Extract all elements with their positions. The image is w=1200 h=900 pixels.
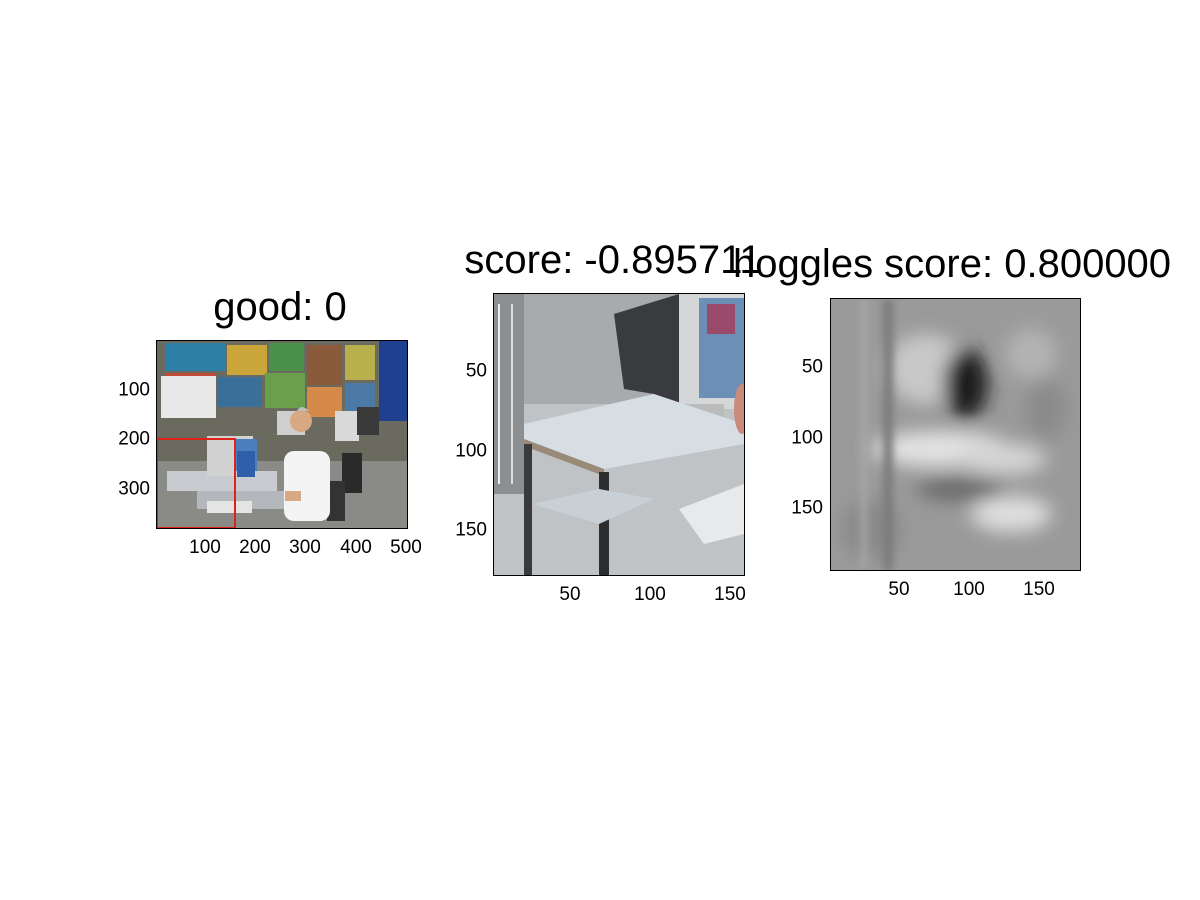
- left-y-tick: 200: [118, 428, 150, 450]
- crop-image: [494, 294, 744, 575]
- right-x-tick: 100: [953, 579, 985, 600]
- left-y-tick: 300: [118, 478, 150, 500]
- middle-x-tick: 50: [559, 584, 581, 605]
- left-x-tick: 200: [239, 537, 271, 558]
- right-x-tick: 50: [888, 579, 910, 600]
- right-panel-title: hoggles score: 0.800000: [732, 242, 1172, 286]
- middle-x-tick: 150: [714, 584, 746, 605]
- bbox-rect: [157, 438, 236, 528]
- middle-panel-title: score: -0.895711: [464, 238, 762, 282]
- middle-y-tick: 100: [455, 440, 487, 462]
- hoggles-image: [831, 299, 1080, 570]
- scene-image: [157, 341, 407, 528]
- left-x-tick: 400: [340, 537, 372, 558]
- left-image-axes: [156, 340, 408, 529]
- right-image-axes: [830, 298, 1081, 571]
- middle-y-tick: 50: [465, 360, 487, 382]
- middle-y-tick: 150: [455, 519, 487, 541]
- left-x-tick: 500: [390, 537, 422, 558]
- left-x-tick: 300: [289, 537, 321, 558]
- middle-x-tick: 100: [634, 584, 666, 605]
- right-y-tick: 100: [791, 427, 823, 449]
- right-x-tick: 150: [1023, 579, 1055, 600]
- right-y-tick: 50: [801, 356, 823, 378]
- right-y-tick: 150: [791, 497, 823, 519]
- left-y-tick: 100: [118, 379, 150, 401]
- middle-image-axes: [493, 293, 745, 576]
- left-x-tick: 100: [189, 537, 221, 558]
- left-panel-title: good: 0: [213, 285, 347, 329]
